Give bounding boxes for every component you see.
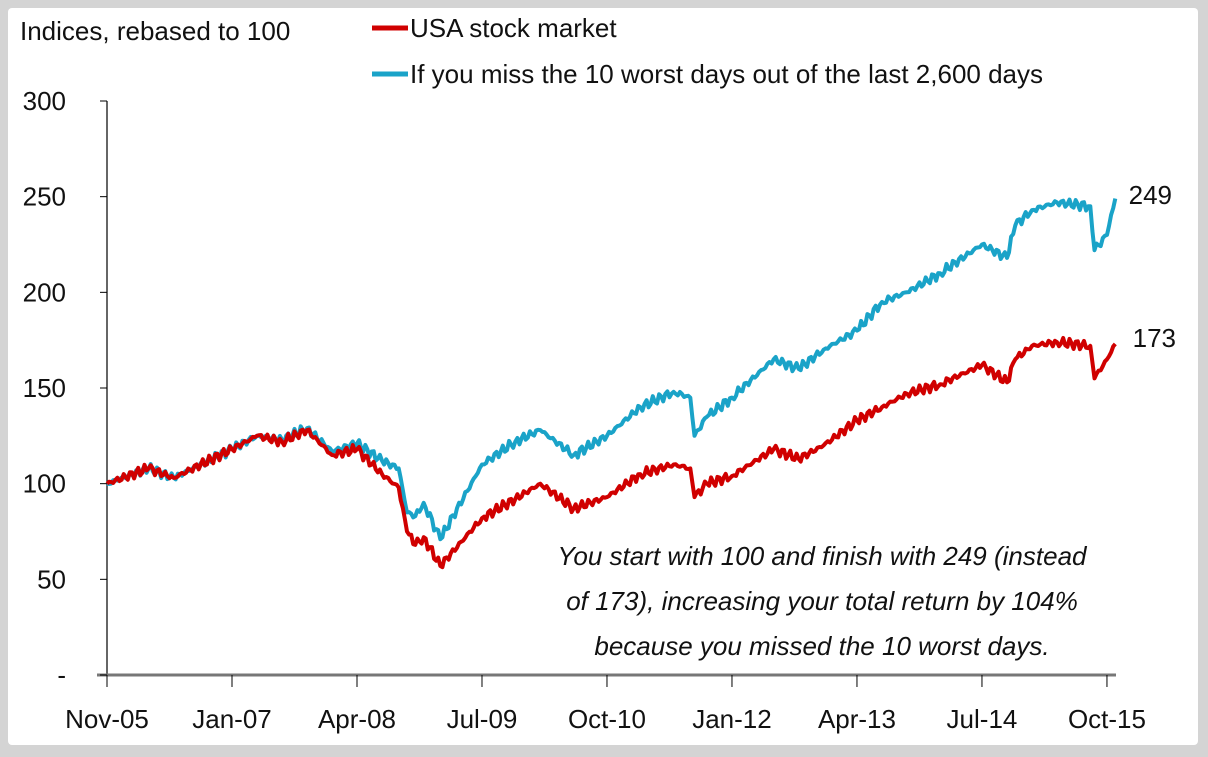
x-tick-label: Nov-05 xyxy=(65,704,149,734)
x-tick-label: Jan-12 xyxy=(692,704,772,734)
x-tick-label: Jul-09 xyxy=(447,704,518,734)
series-line-miss-worst-days xyxy=(106,197,1118,542)
end-label-usa: 173 xyxy=(1133,323,1176,353)
legend: USA stock market If you miss the 10 wors… xyxy=(372,13,1043,89)
annotation-line-2: of 173), increasing your total return by… xyxy=(566,586,1078,616)
y-tick-label: 100 xyxy=(23,469,66,499)
series-line-usa xyxy=(105,336,1117,570)
x-tick-label: Oct-10 xyxy=(568,704,646,734)
x-tick-label: Apr-13 xyxy=(818,704,896,734)
x-tick-label: Apr-08 xyxy=(318,704,396,734)
legend-label-usa: USA stock market xyxy=(410,13,617,43)
annotation: You start with 100 and finish with 249 (… xyxy=(558,541,1089,661)
annotation-line-3: because you missed the 10 worst days. xyxy=(594,631,1049,661)
y-tick-label: 300 xyxy=(23,86,66,116)
y-tick-label: 150 xyxy=(23,373,66,403)
y-tick-label: 50 xyxy=(37,564,66,594)
y-tick-label: 250 xyxy=(23,182,66,212)
x-tick-label: Jul-14 xyxy=(947,704,1018,734)
y-tick-label: - xyxy=(57,660,66,690)
y-axis-title: Indices, rebased to 100 xyxy=(20,16,290,46)
x-tick-label: Oct-15 xyxy=(1068,704,1146,734)
y-tick-label: 200 xyxy=(23,277,66,307)
x-tick-label: Jan-07 xyxy=(192,704,272,734)
annotation-line-1: You start with 100 and finish with 249 (… xyxy=(558,541,1089,571)
legend-label-miss: If you miss the 10 worst days out of the… xyxy=(410,59,1043,89)
end-label-miss: 249 xyxy=(1129,180,1172,210)
